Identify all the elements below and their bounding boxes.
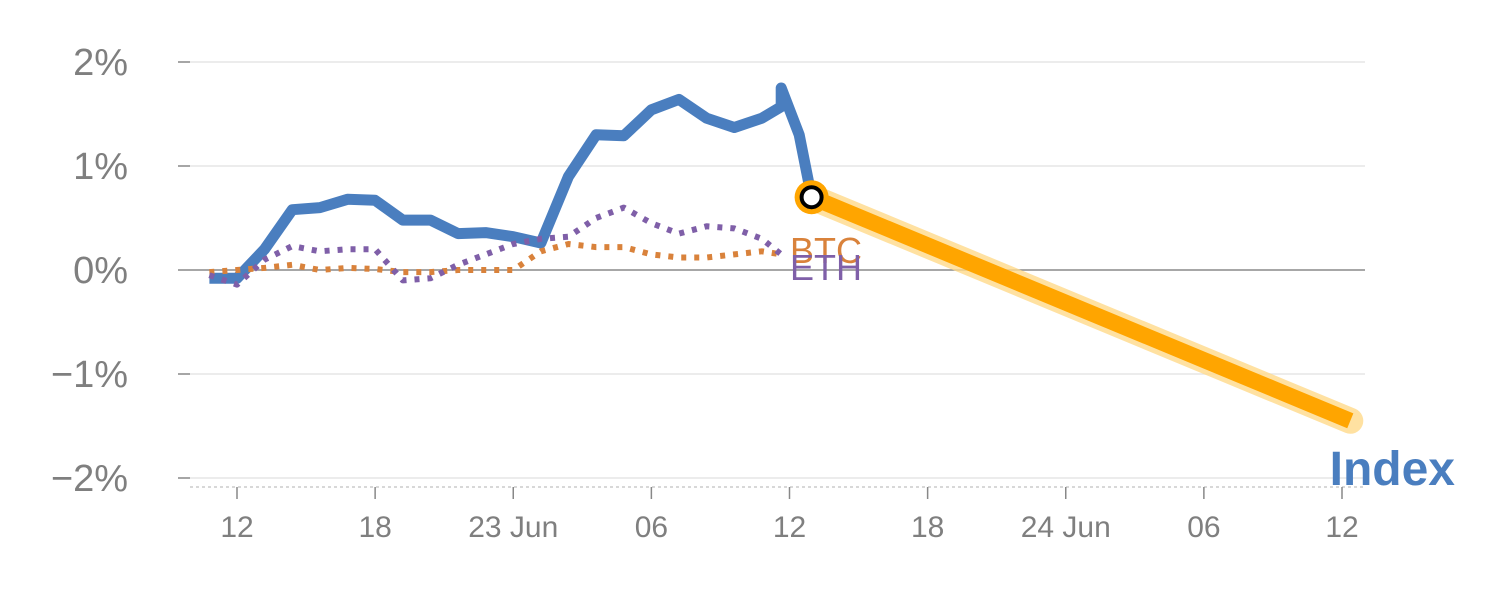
y-tick-label: 0% xyxy=(73,250,128,292)
eth-series-line xyxy=(208,204,784,288)
eth-series-label: ETH xyxy=(790,247,862,288)
x-tick-label: 06 xyxy=(635,511,668,544)
series-labels: BTC ETH Index xyxy=(790,230,1455,496)
x-tick-label: 18 xyxy=(911,511,944,544)
x-tick-label: 12 xyxy=(1325,511,1358,544)
series xyxy=(208,82,1364,434)
y-tick-label: −2% xyxy=(51,458,128,500)
x-tick-label: 23 Jun xyxy=(468,511,558,544)
projection-line xyxy=(808,189,1354,429)
axes: 2% 1% 0% −1% −2% 12 18 23 Jun 06 12 18 24 Jun 06 12 xyxy=(51,42,1365,544)
y-tick-label: −1% xyxy=(51,354,128,396)
x-tick-label: 24 Jun xyxy=(1021,511,1111,544)
btc-series-label: BTC xyxy=(790,230,862,271)
x-tick-label: 12 xyxy=(220,511,253,544)
grid-lines xyxy=(190,61,1365,479)
index-series-label: Index xyxy=(1330,443,1456,496)
x-tick-label: 18 xyxy=(358,511,391,544)
x-tick-label: 06 xyxy=(1187,511,1220,544)
x-tick-label: 12 xyxy=(773,511,806,544)
index-endpoint-marker xyxy=(799,185,824,210)
y-tick-label: 2% xyxy=(73,42,128,84)
y-tick-label: 1% xyxy=(73,146,128,188)
btc-series-line xyxy=(209,241,782,276)
index-series-line xyxy=(209,82,817,284)
